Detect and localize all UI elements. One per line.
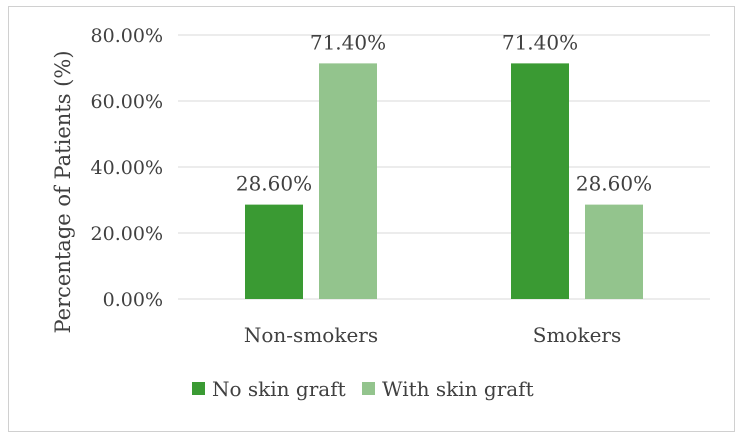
- category-label-0: Non-smokers: [244, 323, 378, 347]
- bar-smokers-series-1: [585, 204, 643, 299]
- y-tick-label-1: 20.00%: [91, 223, 163, 245]
- y-axis-ticks: 0.00% 20.00% 40.00% 60.00% 80.00%: [91, 25, 163, 311]
- category-label-1: Smokers: [533, 323, 622, 347]
- legend-swatch-1: [362, 382, 375, 395]
- y-tick-label-3: 60.00%: [91, 91, 163, 113]
- y-tick-label-2: 40.00%: [91, 157, 163, 179]
- legend-label-0: No skin graft: [212, 377, 346, 401]
- legend-label-1: With skin graft: [382, 377, 534, 401]
- data-label-0-1: 71.40%: [310, 30, 386, 54]
- bar-smokers-series-0: [511, 63, 569, 299]
- y-axis-title: Percentage of Patients (%): [51, 50, 75, 333]
- bar-non-smokers-series-1: [319, 63, 377, 299]
- x-axis-categories: Non-smokers Smokers: [244, 323, 621, 347]
- data-label-0-0: 28.60%: [236, 172, 312, 196]
- bar-non-smokers-series-0: [245, 204, 303, 299]
- data-label-1-1: 28.60%: [576, 172, 652, 196]
- bars: [245, 63, 643, 299]
- y-tick-label-0: 0.00%: [103, 289, 163, 311]
- data-label-1-0: 71.40%: [502, 30, 578, 54]
- legend: No skin graft With skin graft: [192, 377, 534, 401]
- data-labels: 28.60% 71.40% 71.40% 28.60%: [236, 30, 652, 195]
- legend-swatch-0: [192, 382, 205, 395]
- y-tick-label-4: 80.00%: [91, 25, 163, 47]
